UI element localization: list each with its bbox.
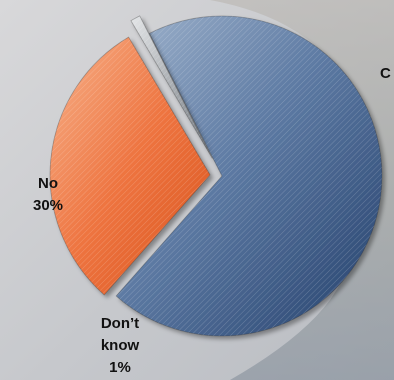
slice-label-no: No: [38, 175, 58, 192]
pie-slices: [49, 15, 383, 337]
slice-percent-no: 30%: [33, 197, 63, 214]
slice-no-texture: [50, 37, 211, 295]
slice-yes-texture: [116, 15, 383, 336]
slice-dontknow-texture: [130, 15, 213, 159]
background-letter: C: [380, 65, 391, 82]
slice-percent-dontknow: 1%: [109, 359, 131, 376]
slice-label-dontknow-line1: Don’t: [101, 315, 139, 332]
pie-labels: No 30% Don’t know 1%: [33, 175, 140, 376]
slice-label-dontknow-line2: know: [101, 337, 140, 354]
background-photo-scene: [210, 0, 394, 380]
